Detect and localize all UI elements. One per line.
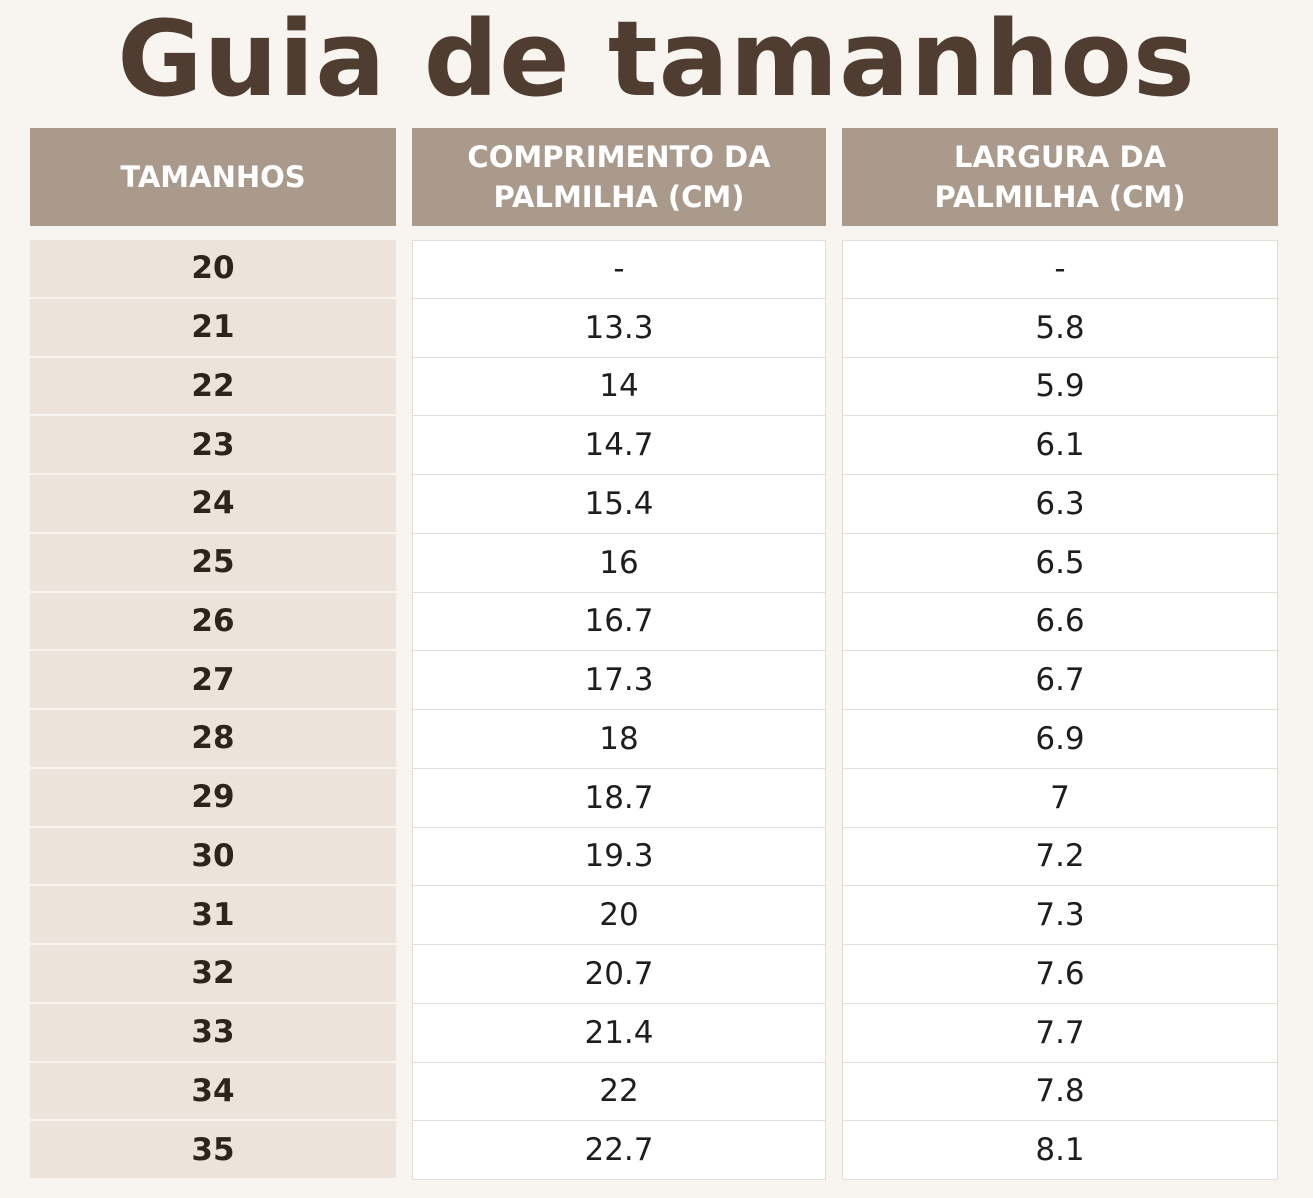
value-cell: 5.8 [842,298,1278,358]
size-cell: 28 [30,710,396,769]
size-cell: 24 [30,475,396,534]
value-cell: 6.3 [842,475,1278,534]
value-cell: 22 [412,1062,826,1122]
size-cell: 35 [30,1121,396,1180]
value-cell: 7 [842,768,1278,828]
value-cell: 6.6 [842,592,1278,652]
value-cell: 16.7 [412,592,826,652]
value-cell: 7.6 [842,945,1278,1004]
size-cell: 32 [30,945,396,1004]
value-cell: 15.4 [412,475,826,534]
value-cell: 20.7 [412,945,826,1004]
value-cell: 20 [412,886,826,945]
value-cell: 14.7 [412,416,826,475]
value-cell: 14 [412,357,826,417]
size-cell: 30 [30,827,396,887]
size-cell: 26 [30,592,396,652]
value-cell: 6.5 [842,533,1278,593]
value-cell: 18.7 [412,768,826,828]
value-cell: 7.3 [842,886,1278,945]
value-cell: 5.9 [842,357,1278,417]
column-header: COMPRIMENTO DA PALMILHA (CM) [412,128,826,226]
size-cell: 33 [30,1003,396,1063]
size-cell: 21 [30,298,396,358]
value-cell: 13.3 [412,298,826,358]
size-cell: 22 [30,357,396,417]
column-header: TAMANHOS [30,128,396,226]
value-cell: 8.1 [842,1121,1278,1180]
table-border [842,240,1278,241]
value-cell: 6.7 [842,651,1278,710]
value-cell: 17.3 [412,651,826,710]
size-cell: 31 [30,886,396,945]
value-cell: 6.9 [842,710,1278,769]
value-cell: - [842,240,1278,299]
value-cell: 7.8 [842,1062,1278,1122]
value-cell: 6.1 [842,416,1278,475]
size-cell: 23 [30,416,396,475]
size-cell: 34 [30,1062,396,1122]
size-cell: 27 [30,651,396,710]
size-cell: 20 [30,240,396,299]
size-cell: 29 [30,768,396,828]
page-title: Guia de tamanhos [117,0,1196,120]
table-border [412,240,826,241]
value-cell: - [412,240,826,299]
column-header: LARGURA DA PALMILHA (CM) [842,128,1278,226]
value-cell: 7.2 [842,827,1278,887]
value-cell: 21.4 [412,1003,826,1063]
value-cell: 22.7 [412,1121,826,1180]
size-cell: 25 [30,533,396,593]
value-cell: 16 [412,533,826,593]
value-cell: 18 [412,710,826,769]
value-cell: 7.7 [842,1003,1278,1063]
value-cell: 19.3 [412,827,826,887]
